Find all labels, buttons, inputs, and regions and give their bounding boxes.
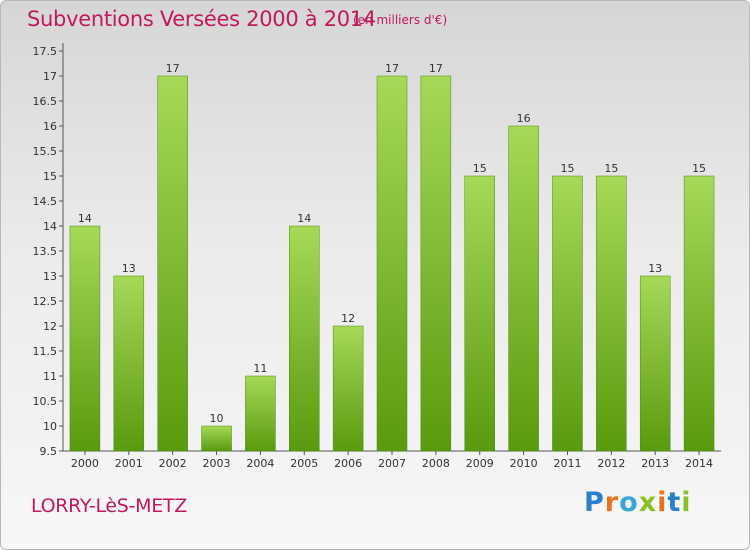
x-tick-label: 2000: [71, 457, 99, 470]
y-tick-label: 13: [43, 270, 57, 283]
y-tick-label: 12: [43, 320, 57, 333]
x-tick-label: 2010: [510, 457, 538, 470]
bar: [464, 175, 495, 452]
bar-value-label: 14: [297, 212, 311, 225]
x-tick-label: 2006: [334, 457, 362, 470]
x-tick-label: 2005: [290, 457, 318, 470]
bar-value-label: 13: [648, 262, 662, 275]
y-tick-label: 10: [43, 420, 57, 433]
y-tick-label: 16.5: [33, 95, 58, 108]
bar-value-label: 14: [78, 212, 92, 225]
bar-value-label: 15: [692, 162, 706, 175]
y-tick-label: 15.5: [33, 145, 58, 158]
bar-value-label: 17: [429, 62, 443, 75]
bar: [420, 75, 452, 452]
proxiti-logo[interactable]: Proxiti: [584, 487, 692, 518]
x-tick-label: 2001: [115, 457, 143, 470]
y-tick-label: 10.5: [33, 395, 58, 408]
chart-unit-label: (en milliers d'€): [353, 13, 448, 27]
y-tick-label: 13.5: [33, 245, 58, 258]
bar: [113, 275, 145, 452]
logo-letter: i: [681, 487, 692, 518]
x-tick-label: 2004: [246, 457, 274, 470]
bar: [69, 225, 101, 452]
logo-letter: o: [619, 487, 639, 518]
bar: [332, 325, 364, 452]
bar-value-label: 10: [210, 412, 224, 425]
y-tick-label: 17.5: [33, 45, 58, 58]
bar: [508, 125, 539, 452]
y-tick-label: 14.5: [33, 195, 58, 208]
bar-value-label: 17: [385, 62, 399, 75]
bar: [289, 225, 320, 452]
y-tick-label: 15: [43, 170, 57, 183]
x-tick-label: 2011: [553, 457, 581, 470]
bar: [376, 75, 408, 452]
bar: [639, 275, 671, 452]
bar-value-label: 15: [560, 162, 574, 175]
logo-letter: r: [604, 487, 620, 518]
y-tick-label: 9.5: [40, 445, 58, 458]
bar-value-label: 17: [166, 62, 180, 75]
logo-letter: P: [584, 487, 605, 518]
bar-value-label: 15: [604, 162, 618, 175]
bar-value-label: 16: [517, 112, 531, 125]
y-tick-label: 11: [43, 370, 57, 383]
y-tick-label: 12.5: [33, 295, 58, 308]
y-tick-label: 16: [43, 120, 57, 133]
logo-letter: x: [638, 487, 658, 518]
y-tick-label: 14: [43, 220, 57, 233]
x-tick-label: 2009: [466, 457, 494, 470]
bar-value-label: 15: [473, 162, 487, 175]
bar: [201, 425, 232, 452]
logo-letter: t: [667, 487, 682, 518]
x-tick-label: 2013: [641, 457, 669, 470]
chart-title: Subventions Versées 2000 à 2014: [27, 7, 376, 31]
bar: [157, 75, 188, 452]
x-tick-label: 2007: [378, 457, 406, 470]
bar: [552, 175, 583, 452]
bar: [245, 375, 276, 452]
bar-value-label: 13: [122, 262, 136, 275]
bar: [596, 175, 627, 452]
x-tick-label: 2003: [203, 457, 231, 470]
y-tick-label: 17: [43, 70, 57, 83]
bar-value-label: 12: [341, 312, 355, 325]
x-tick-label: 2002: [159, 457, 187, 470]
x-tick-label: 2008: [422, 457, 450, 470]
y-tick-label: 11.5: [33, 345, 58, 358]
commune-name: LORRY-LèS-METZ: [31, 495, 187, 517]
x-tick-label: 2012: [597, 457, 625, 470]
x-tick-label: 2014: [685, 457, 713, 470]
bar-value-label: 11: [253, 362, 267, 375]
logo-letter: i: [657, 487, 668, 518]
bar: [683, 175, 715, 452]
